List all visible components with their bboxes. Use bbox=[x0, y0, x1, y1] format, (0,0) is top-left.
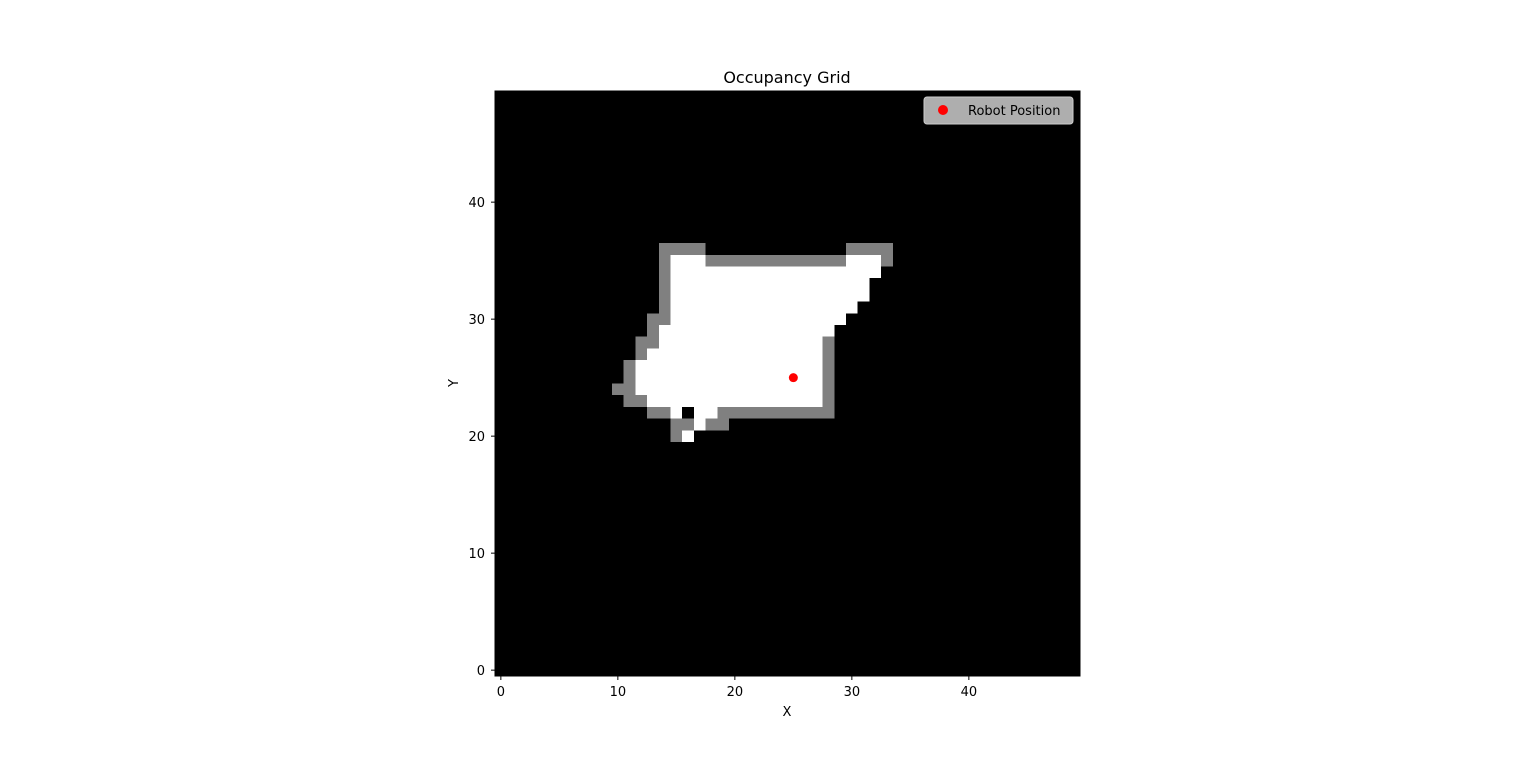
x-tick-label: 20 bbox=[727, 685, 744, 700]
scatter-markers bbox=[788, 373, 798, 383]
free-cell-run bbox=[670, 406, 683, 419]
robot-position-marker bbox=[788, 373, 798, 383]
obstacle-cell-run bbox=[647, 406, 671, 419]
free-cell-run bbox=[670, 313, 846, 325]
free-cell-run bbox=[647, 348, 823, 361]
obstacle-cell-run bbox=[670, 430, 683, 442]
free-cell-run bbox=[693, 418, 706, 431]
obstacle-cell-run bbox=[658, 289, 671, 302]
x-tick-label: 0 bbox=[497, 685, 505, 700]
free-cell-run bbox=[670, 289, 870, 302]
x-tick-label: 40 bbox=[961, 685, 978, 700]
free-cell-run bbox=[682, 430, 694, 442]
free-cell-run bbox=[846, 254, 882, 267]
y-tick-label: 30 bbox=[468, 313, 485, 328]
obstacle-cell-run bbox=[717, 406, 835, 419]
plot-frame bbox=[494, 90, 1081, 677]
free-cell-run bbox=[635, 383, 823, 396]
obstacle-cell-run bbox=[623, 360, 636, 372]
obstacle-cell-run bbox=[635, 336, 659, 349]
obstacle-cell-run bbox=[822, 360, 835, 372]
y-tick-label: 20 bbox=[468, 430, 485, 445]
obstacle-cell-run bbox=[623, 371, 636, 384]
obstacle-cell-run bbox=[846, 243, 893, 255]
grid-cells bbox=[612, 243, 893, 442]
free-cell-run bbox=[670, 266, 882, 279]
y-tick-label: 40 bbox=[468, 196, 485, 211]
obstacle-cell-run bbox=[822, 395, 835, 407]
free-cell-run bbox=[670, 278, 870, 290]
obstacle-cell-run bbox=[822, 336, 835, 349]
x-axis-label: X bbox=[783, 705, 792, 720]
legend-marker-robot-position bbox=[938, 105, 948, 115]
free-cell-run bbox=[635, 360, 823, 372]
obstacle-cell-run bbox=[881, 254, 893, 267]
obstacle-cell-run bbox=[658, 266, 671, 279]
obstacle-cell-run bbox=[647, 313, 671, 325]
free-cell-run bbox=[670, 301, 858, 314]
free-cell-run bbox=[647, 395, 823, 407]
plot-area bbox=[495, 91, 1080, 676]
free-cell-run bbox=[658, 325, 835, 337]
y-tick-label: 10 bbox=[468, 547, 485, 562]
obstacle-cell-run bbox=[647, 325, 659, 337]
obstacle-cell-run bbox=[635, 348, 648, 361]
obstacle-cell-run bbox=[705, 254, 846, 267]
obstacle-cell-run bbox=[822, 371, 835, 384]
obstacle-cell-run bbox=[658, 254, 671, 267]
obstacle-cell-run bbox=[658, 301, 671, 314]
legend-entry-robot-position: Robot Position bbox=[968, 104, 1060, 119]
obstacle-cell-run bbox=[822, 383, 835, 396]
y-axis-label: Y bbox=[447, 379, 462, 388]
free-cell-run bbox=[658, 336, 823, 349]
obstacle-cell-run bbox=[670, 418, 694, 431]
x-tick-label: 10 bbox=[610, 685, 627, 700]
free-cell-run bbox=[635, 371, 823, 384]
obstacle-cell-run bbox=[658, 243, 706, 255]
chart-title: Occupancy Grid bbox=[723, 68, 850, 87]
obstacle-cell-run bbox=[705, 418, 729, 431]
obstacle-cell-run bbox=[623, 395, 648, 407]
free-cell-run bbox=[693, 406, 718, 419]
y-tick-label: 0 bbox=[477, 664, 485, 679]
legend-box bbox=[923, 96, 1074, 125]
obstacle-cell-run bbox=[658, 278, 671, 290]
legend: Robot Position bbox=[923, 96, 1074, 125]
axes: 0 10 20 30 40 0 10 20 30 40 bbox=[468, 90, 1081, 700]
obstacle-cell-run bbox=[612, 383, 636, 396]
obstacle-cell-run bbox=[822, 348, 835, 361]
free-cell-run bbox=[670, 254, 706, 267]
x-tick-label: 30 bbox=[844, 685, 861, 700]
